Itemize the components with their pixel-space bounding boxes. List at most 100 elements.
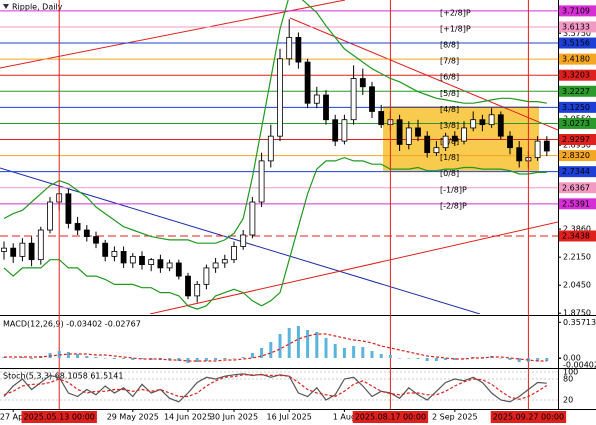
- candle-body: [28, 242, 35, 261]
- candle-body: [516, 147, 523, 162]
- candle-body: [221, 259, 228, 264]
- candle-body: [74, 223, 81, 231]
- candle-body: [175, 262, 182, 277]
- macd-bar: [425, 358, 429, 361]
- level-price-label: 3.0273: [562, 119, 590, 128]
- x-tick-label: 2025.08.17 00:00: [355, 413, 426, 422]
- candle-body: [433, 147, 440, 154]
- candle-body: [10, 247, 17, 257]
- macd-y-tick-label: -0.00402: [563, 361, 596, 370]
- level-price-label: 3.7109: [562, 6, 590, 15]
- x-tick-label: 2 Sep 2025: [432, 413, 478, 422]
- macd-bar: [241, 357, 245, 358]
- candle-body: [313, 94, 320, 104]
- macd-bar: [250, 353, 254, 358]
- candle-body: [19, 242, 26, 257]
- macd-bar: [306, 330, 310, 358]
- y-tick-label: 2.0450: [563, 281, 591, 290]
- stochastic-y-tick-label: 20: [563, 396, 573, 405]
- level-price-label: 3.1250: [562, 103, 590, 112]
- level-name: [0/8]: [440, 169, 459, 178]
- candle-body: [497, 114, 504, 137]
- level-price-label: 3.6133: [562, 22, 590, 31]
- candle-body: [111, 251, 118, 257]
- band-line: [3, 0, 547, 244]
- level-price-label: 3.5156: [562, 39, 590, 48]
- candle-body: [203, 267, 210, 285]
- level-price-box: [559, 53, 596, 65]
- candle-body: [470, 119, 477, 129]
- marker-label-box: [490, 411, 567, 423]
- level-price-label: 2.8320: [562, 151, 590, 160]
- level-name: [1/8]: [440, 153, 459, 162]
- macd-bar: [140, 358, 144, 359]
- x-tick-label: 16 Jul 2025: [267, 413, 312, 422]
- candle-body: [240, 234, 247, 247]
- candle-body: [424, 135, 431, 154]
- candle-body: [185, 275, 191, 297]
- macd-signal-line: [4, 333, 547, 362]
- macd-bar: [11, 358, 15, 359]
- candle-body: [323, 94, 329, 121]
- candle-body: [507, 135, 513, 149]
- chart-title: Ripple, Daily: [12, 3, 63, 12]
- level-name: [6/8]: [440, 73, 459, 82]
- x-tick-label: 29 May 2025: [107, 413, 159, 422]
- level-price-label: 2.7344: [562, 167, 590, 176]
- band-line: [3, 156, 547, 310]
- candle-body: [396, 119, 403, 145]
- level-price-label: 2.5391: [562, 199, 590, 208]
- level-price-label: 2.9297: [562, 135, 590, 144]
- candle-body: [378, 111, 385, 126]
- macd-bar: [186, 358, 190, 363]
- macd-bar: [342, 348, 346, 358]
- macd-title: MACD(12,26,9) -0.03402 -0.02767: [3, 320, 141, 329]
- macd-bar: [204, 358, 208, 361]
- candle-body: [359, 78, 366, 88]
- level-price-box: [559, 69, 596, 81]
- candle-body: [369, 86, 375, 112]
- candle-body: [534, 140, 541, 158]
- macd-bar: [370, 351, 374, 358]
- macd-bar: [195, 358, 199, 362]
- macd-bar: [388, 355, 392, 358]
- macd-bar: [278, 334, 282, 358]
- macd-bar: [315, 332, 319, 358]
- macd-bar: [499, 358, 503, 359]
- level-price-box: [559, 182, 596, 194]
- candle-body: [267, 135, 274, 162]
- macd-bar: [260, 348, 264, 358]
- level-price-box: [559, 101, 596, 113]
- macd-bar: [453, 358, 457, 360]
- level-price-label: 2.6367: [562, 183, 590, 192]
- macd-bar: [287, 328, 291, 358]
- candle-body: [37, 229, 44, 261]
- macd-bar: [379, 354, 383, 358]
- level-price-box: [559, 230, 596, 242]
- macd-bar: [324, 338, 328, 358]
- macd-bar: [508, 358, 512, 360]
- trend-line: [149, 221, 558, 314]
- level-name: [8/8]: [440, 41, 459, 50]
- candle-body: [479, 119, 486, 126]
- frame: [0, 0, 596, 410]
- level-name: [-1/8]P: [440, 185, 467, 194]
- macd-bar: [545, 358, 549, 361]
- candle-body: [295, 36, 302, 63]
- level-name: [7/8]: [440, 57, 459, 66]
- marker-label-box: [352, 411, 429, 423]
- candle-body: [166, 262, 173, 269]
- stochastic-d-line: [3, 374, 548, 400]
- candle-body: [212, 262, 219, 269]
- candle-body: [332, 119, 339, 142]
- candle-body: [1, 247, 7, 252]
- macd-bar: [131, 358, 135, 360]
- macd-bar: [30, 358, 34, 359]
- macd-bar: [76, 354, 80, 358]
- macd-bar: [232, 358, 236, 359]
- macd-bar: [434, 358, 438, 361]
- candle-body: [148, 259, 155, 266]
- candle-body: [405, 127, 412, 145]
- y-tick-label: 1.8750: [563, 309, 591, 318]
- candle-body: [65, 193, 72, 224]
